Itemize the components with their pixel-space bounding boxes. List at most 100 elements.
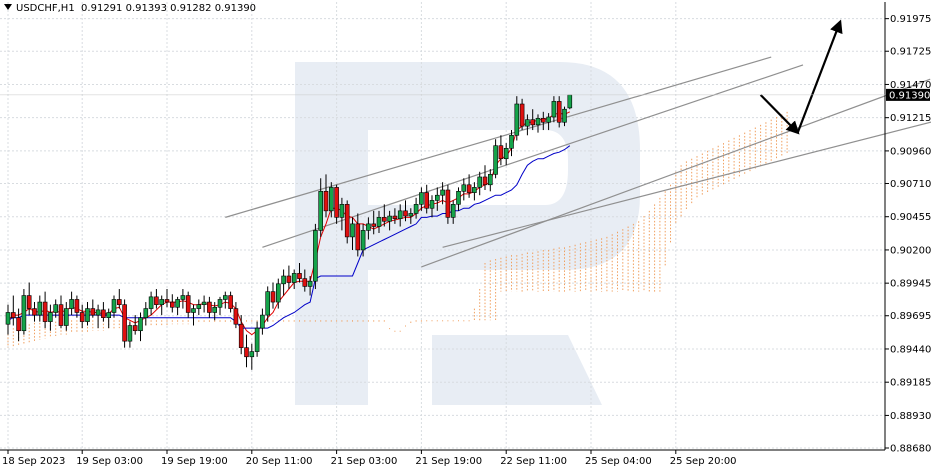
trendline [442, 121, 931, 248]
candle-body-bull [366, 223, 371, 231]
candle-body-bull [106, 312, 111, 318]
candle-body-bull [5, 312, 11, 325]
candle-body-bull [217, 299, 223, 308]
candle-body-bull [254, 327, 260, 352]
candle-body-bull [413, 204, 419, 214]
candle-body-bull [387, 215, 392, 222]
candle [101, 302, 106, 322]
candle [360, 223, 366, 257]
candle [551, 96, 557, 123]
time-tick-label: 19 Sep 03:00 [76, 456, 143, 467]
candle-body-bear [90, 308, 96, 316]
candle-body-bull [461, 184, 467, 192]
candle-body-bear [519, 103, 525, 127]
time-tick-label: 22 Sep 11:00 [500, 456, 567, 467]
candle [117, 289, 122, 309]
candle-body-bear [122, 304, 127, 342]
chart-menu-triangle-icon[interactable] [4, 4, 12, 10]
trendline [225, 56, 772, 218]
candle-body-bear [392, 215, 398, 219]
candle [350, 217, 355, 250]
candle-body-bear [334, 187, 339, 218]
candle [53, 299, 59, 318]
time-tick-label: 20 Sep 11:00 [246, 456, 313, 467]
candle-body-bull [546, 116, 551, 123]
candle-body-bear [381, 217, 387, 222]
candle [477, 171, 483, 196]
candle-body-bull [148, 296, 154, 309]
candle-body-bull [477, 176, 483, 188]
candle [111, 295, 117, 318]
candle [403, 200, 408, 222]
candle [74, 295, 80, 318]
candle [297, 262, 302, 283]
candle [254, 321, 260, 357]
candle [302, 269, 308, 292]
price-tick-label: 0.91215 [890, 113, 931, 124]
candle-body-bull [551, 101, 557, 118]
candle [175, 296, 180, 316]
candle [11, 295, 16, 326]
candle-body-bear [11, 312, 16, 318]
candle-body-bear [466, 184, 472, 193]
candle-body-bull [127, 325, 133, 342]
candle-body-bear [233, 308, 239, 325]
candle [185, 291, 191, 318]
candle [482, 165, 488, 190]
candle-body-bear [207, 301, 212, 313]
candle [530, 109, 536, 131]
candle [424, 184, 430, 214]
candle-body-bull [360, 230, 366, 251]
candle-body-bull [328, 187, 334, 212]
candle-body-bull [429, 200, 435, 209]
candle-body-bear [26, 295, 32, 309]
candle [376, 210, 382, 233]
price-tick-label: 0.90200 [890, 245, 931, 256]
candle-body-bull [450, 204, 456, 218]
candle-body-bear [445, 189, 451, 218]
candle [143, 302, 149, 326]
candle [85, 302, 90, 326]
candle-body-bull [339, 204, 345, 218]
candle [540, 111, 546, 131]
candle-body-bull [53, 304, 59, 313]
time-tick-label: 18 Sep 2023 [2, 456, 65, 467]
candle [514, 96, 520, 141]
candle-body-bear [556, 101, 562, 123]
candle-body-bull [434, 194, 440, 201]
candle [217, 296, 223, 316]
candle [323, 174, 329, 218]
candle [429, 195, 435, 218]
candle-body-bear [270, 291, 276, 303]
candle-body-bear [154, 296, 159, 305]
candle-body-bear [424, 192, 430, 209]
candle [535, 114, 541, 133]
candle [249, 343, 255, 370]
candle [79, 304, 85, 329]
price-tick-label: 0.91470 [890, 80, 931, 91]
candle [562, 106, 567, 127]
candle-body-bull [291, 273, 297, 283]
candle [397, 204, 403, 227]
candle-body-bull [503, 148, 509, 160]
time-tick-label: 25 Sep 20:00 [670, 456, 737, 467]
candle-body-bull [307, 280, 313, 287]
time-tick-label: 19 Sep 19:00 [161, 456, 228, 467]
candle [413, 197, 419, 219]
candle-body-bull [376, 217, 382, 227]
candle-body-bull [408, 213, 414, 217]
candle [58, 295, 64, 329]
candle-body-bull [562, 108, 567, 123]
candle-body-bear [42, 301, 48, 322]
candle-body-bull [21, 295, 27, 332]
ohlc-open: 0.91291 [81, 3, 123, 14]
price-tick-label: 0.90455 [890, 212, 931, 223]
candle-body-bull [397, 210, 403, 219]
candle-body-bull [456, 191, 461, 205]
candle [466, 174, 472, 198]
ohlc-close: 0.91390 [214, 3, 257, 14]
candle [493, 139, 498, 179]
candle [159, 295, 164, 316]
